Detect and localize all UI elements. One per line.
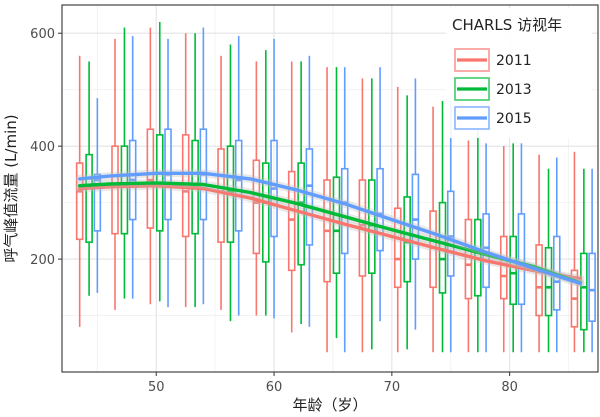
box-2015	[376, 167, 384, 252]
x-tick-label: 50	[148, 380, 165, 395]
legend-title: CHARLS 访视年	[452, 16, 562, 34]
y-axis-title: 呼气峰值流量 (L/min)	[2, 114, 20, 262]
box-2011	[75, 162, 84, 241]
box-2013	[332, 176, 341, 274]
legend-label-2013: 2013	[496, 82, 532, 98]
y-tick-label: 200	[30, 253, 55, 268]
box-2013	[261, 162, 270, 263]
box-2015	[446, 190, 455, 277]
box-2015	[517, 213, 526, 306]
box-2011	[252, 159, 261, 255]
box-2015	[305, 148, 314, 246]
box-2015	[588, 252, 596, 322]
box-2015	[411, 173, 420, 260]
trend-line-2015	[77, 171, 582, 286]
x-tick-label: 60	[266, 380, 283, 395]
y-tick-label: 400	[30, 140, 55, 155]
box-2013	[85, 153, 93, 243]
legend-label-2015: 2015	[496, 111, 532, 127]
box-2013	[544, 246, 553, 317]
x-tick-label: 70	[384, 380, 401, 395]
box-2013	[580, 252, 588, 331]
x-tick-label: 80	[501, 380, 518, 395]
box-2011	[287, 170, 296, 272]
box-2011	[464, 218, 473, 300]
box-2013	[509, 235, 517, 306]
x-axis-title: 年龄（岁）	[292, 396, 367, 414]
box-2011	[535, 244, 543, 317]
box-2011	[393, 207, 402, 289]
box-2015	[93, 173, 102, 232]
y-tick-label: 600	[30, 27, 55, 42]
box-2011	[146, 128, 155, 229]
box-2015	[340, 167, 349, 255]
legend: CHARLS 访视年 2011 2013 2015	[446, 8, 592, 138]
box-2011	[499, 235, 508, 300]
panel-border	[61, 4, 599, 373]
box-2011	[217, 148, 225, 243]
axes: 50 60 70 80 200 400 600	[30, 27, 518, 395]
box-2011	[111, 145, 119, 235]
box-2015	[234, 139, 243, 232]
box-2013	[120, 145, 129, 235]
legend-label-2011: 2011	[496, 53, 532, 69]
trend-line-2011	[77, 183, 582, 281]
